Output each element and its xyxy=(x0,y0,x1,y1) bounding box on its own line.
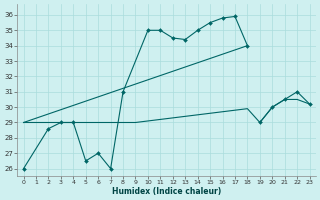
X-axis label: Humidex (Indice chaleur): Humidex (Indice chaleur) xyxy=(112,187,221,196)
